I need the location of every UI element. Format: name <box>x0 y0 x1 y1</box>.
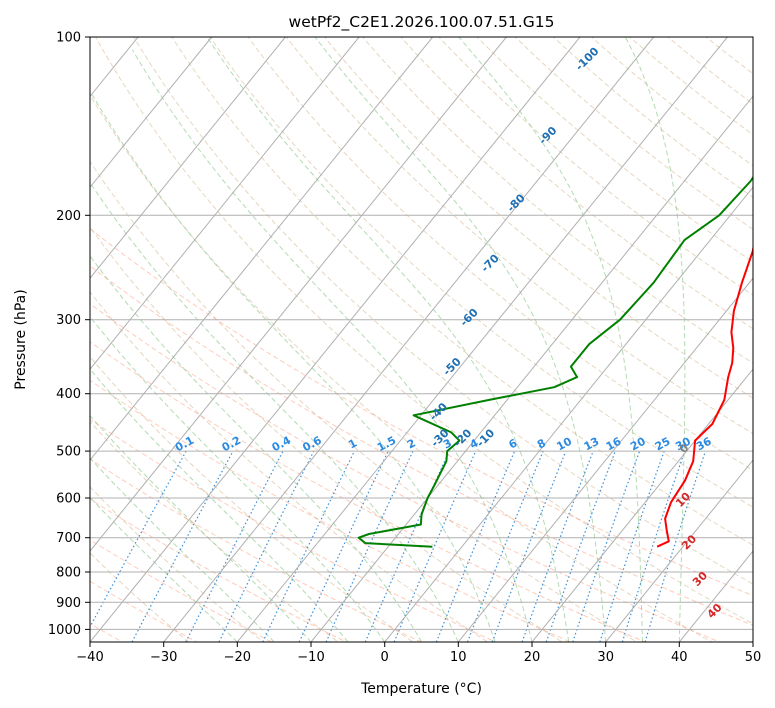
isotherm-line <box>457 277 753 642</box>
x-tick-label: 20 <box>524 650 541 665</box>
isotherm-line <box>384 186 753 642</box>
y-tick-label: 600 <box>56 492 81 507</box>
moist-adiabat <box>314 37 607 642</box>
mixing-ratio-label: 16 <box>604 435 624 454</box>
x-axis-ticks: −40 −30 −20 −10 0 10 20 30 40 50 <box>76 642 761 665</box>
dry-adiabat <box>133 37 753 585</box>
dry-adiabat <box>247 37 753 471</box>
mixing-ratio-label: 13 <box>582 435 602 454</box>
y-tick-label: 900 <box>56 596 81 611</box>
theta-e-line <box>90 498 348 642</box>
theta-e-line <box>90 228 753 597</box>
y-tick-label: 800 <box>56 566 81 581</box>
data-series <box>357 175 753 548</box>
x-tick-label: −20 <box>224 650 251 665</box>
theta-e-line <box>90 303 722 642</box>
moist-adiabat <box>458 37 643 642</box>
mixing-ratio-label: 36 <box>694 435 714 454</box>
isotherm-line <box>752 641 753 642</box>
y-tick-label: 100 <box>56 31 81 46</box>
x-tick-label: −40 <box>76 650 103 665</box>
mixing-ratio-line <box>572 450 641 642</box>
isotherm-line <box>90 37 213 189</box>
moist-adiabat <box>206 37 570 642</box>
isotherm-line <box>90 37 581 642</box>
moist-adiabat <box>90 315 386 642</box>
theta-e-line <box>90 539 273 642</box>
theta-e-line <box>90 379 572 642</box>
mixing-ratio-line <box>545 450 616 642</box>
isotherm-line <box>90 37 434 461</box>
mixing-ratio-label: 20 <box>628 435 648 454</box>
mixing-ratio-line <box>185 450 284 642</box>
x-tick-label: 30 <box>597 650 614 665</box>
x-tick-label: 0 <box>381 650 389 665</box>
isotherm-line <box>163 37 655 642</box>
x-tick-label: 40 <box>671 650 688 665</box>
moist-adiabat <box>624 37 686 642</box>
dry-adiabat <box>323 37 753 399</box>
x-tick-label: 10 <box>450 650 467 665</box>
y-axis-ticks: 100 200 300 400 500 600 700 800 900 1000 <box>48 31 90 638</box>
x-tick-label: 50 <box>745 650 762 665</box>
moist-adiabat <box>91 94 496 642</box>
mixing-ratio-label: 10 <box>554 435 574 454</box>
chart-title: wetPf2_C2E1.2026.100.07.51.G15 <box>289 13 555 32</box>
mixing-ratio-label: 25 <box>653 435 673 454</box>
x-axis-label: Temperature (°C) <box>360 681 482 697</box>
moist-adiabat <box>90 414 312 642</box>
mixing-ratio-line <box>218 450 315 642</box>
dry-adiabat <box>90 94 713 642</box>
dry-adiabat <box>514 37 753 230</box>
mixing-ratio-line <box>621 450 686 642</box>
guide-lines <box>0 37 753 642</box>
isotherm-line <box>0 37 64 642</box>
mixing-ratio-line <box>599 450 665 642</box>
x-tick-label: −30 <box>150 650 177 665</box>
theta-e-line <box>90 265 753 626</box>
dry-adiabat <box>361 37 753 364</box>
isotherm-line <box>605 459 753 642</box>
isotherm-line <box>90 37 286 280</box>
mixing-ratio-line <box>435 450 516 642</box>
mixing-ratio-line <box>644 450 707 642</box>
isotherm-line <box>236 37 728 642</box>
y-tick-label: 400 <box>56 387 81 402</box>
dewpoint-profile-line <box>357 175 753 548</box>
dry-adiabat <box>438 37 753 296</box>
mixing-ratio-label: 30 <box>673 435 693 454</box>
isotherm-line <box>531 368 753 642</box>
y-tick-label: 500 <box>56 445 81 460</box>
isotherm-line <box>90 37 507 552</box>
y-tick-label: 200 <box>56 209 81 224</box>
temperature-profile-line <box>656 244 753 548</box>
dry-adiabat <box>90 291 489 642</box>
y-axis-label: Pressure (hPa) <box>13 289 29 389</box>
plot-background <box>90 37 753 642</box>
plot-frame <box>89 36 754 643</box>
y-tick-label: 300 <box>56 313 81 328</box>
mixing-ratio-line <box>131 450 234 642</box>
dry-adiabat <box>552 37 753 198</box>
isotherm-line <box>90 37 360 370</box>
isotherm-line <box>310 95 753 642</box>
y-tick-label: 1000 <box>48 623 81 638</box>
y-tick-label: 700 <box>56 531 81 546</box>
mixing-ratio-line <box>521 450 594 642</box>
theta-e-line <box>90 458 423 642</box>
x-tick-label: −10 <box>297 650 324 665</box>
dry-adiabat <box>209 37 753 508</box>
moist-adiabat <box>90 254 422 642</box>
dry-adiabat <box>90 226 564 642</box>
theta-e-line <box>90 341 647 642</box>
moist-adiabat <box>131 49 533 642</box>
moist-adiabat <box>90 496 238 642</box>
mixing-ratio-line <box>491 450 567 642</box>
mixing-ratio-line <box>466 450 544 642</box>
mixing-ratio-line <box>90 450 187 629</box>
